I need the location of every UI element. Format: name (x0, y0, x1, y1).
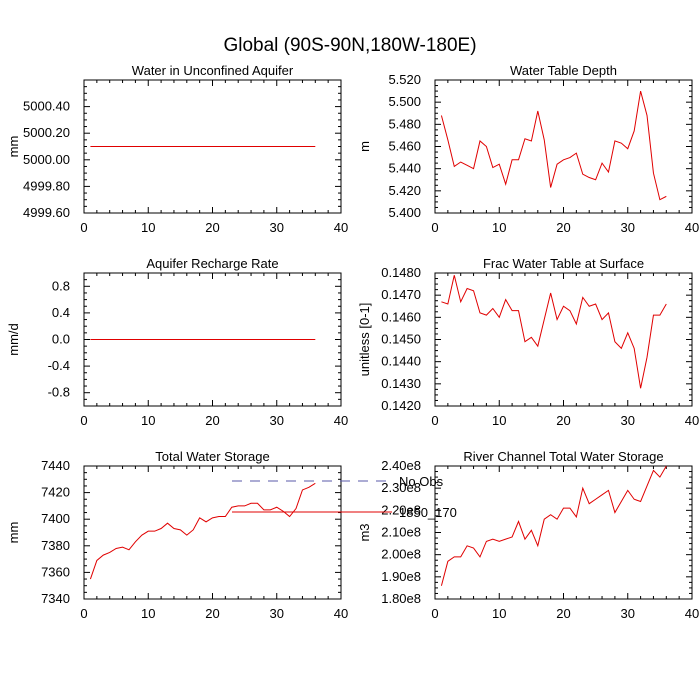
plot-frame (434, 79, 693, 214)
y-tick-label: 0.1440 (381, 354, 421, 369)
x-tick-label: 10 (492, 220, 506, 235)
y-tick-label: 7420 (41, 485, 70, 500)
y-tick-label: 5.400 (388, 205, 421, 220)
y-tick-label: 7380 (41, 538, 70, 553)
plot-frame (434, 272, 693, 407)
y-tick-label: 5000.20 (23, 125, 70, 140)
y-tick-label: 5.520 (388, 72, 421, 87)
y-tick-label: 0.1450 (381, 332, 421, 347)
y-axis-label: m (357, 141, 372, 152)
y-tick-label: 0.1480 (381, 265, 421, 280)
y-tick-label: 0.4 (52, 305, 70, 320)
panel-frac-water-table-at-surface: Frac Water Table at Surface unitless [0-1… (357, 256, 699, 428)
y-tick-label: 0.1460 (381, 309, 421, 324)
x-tick-label: 20 (205, 606, 219, 621)
panel-title: Aquifer Recharge Rate (146, 256, 278, 271)
y-tick-label: 7400 (41, 511, 70, 526)
x-tick-label: 0 (80, 606, 87, 621)
panel-title: Water in Unconfined Aquifer (132, 63, 294, 78)
x-tick-label: 0 (431, 220, 438, 235)
panel-title: Total Water Storage (155, 449, 269, 464)
x-tick-label: 30 (621, 413, 635, 428)
y-axis-label: mm/d (6, 323, 21, 356)
y-tick-label: 2.10e8 (381, 525, 421, 540)
x-tick-label: 20 (556, 413, 570, 428)
y-tick-label: 5000.00 (23, 152, 70, 167)
y-tick-label: 1.90e8 (381, 569, 421, 584)
panel-water-table-depth: Water Table Depth m 0 10 20 30 40 5.400 5.420 5.4… (357, 63, 699, 235)
legend-label-1850-170: 1850_170 (399, 505, 457, 520)
x-tick-label: 30 (621, 220, 635, 235)
y-tick-label: 0.8 (52, 278, 70, 293)
y-tick-label: 7340 (41, 591, 70, 606)
x-tick-label: 20 (556, 606, 570, 621)
x-tick-label: 30 (270, 606, 284, 621)
y-tick-label: 2.20e8 (381, 502, 421, 517)
x-tick-label: 10 (492, 413, 506, 428)
x-tick-label: 30 (621, 606, 635, 621)
x-tick-label: 10 (492, 606, 506, 621)
plot-frame (434, 465, 693, 600)
y-axis-label: mm (6, 522, 21, 544)
panel-aquifer-recharge-rate: Aquifer Recharge Rate mm/d 0 10 20 30 40 -0.8 -0… (6, 256, 348, 428)
y-tick-label: 0.1470 (381, 287, 421, 302)
x-tick-label: 40 (685, 220, 699, 235)
x-tick-label: 10 (141, 606, 155, 621)
y-tick-label: 5000.40 (23, 99, 70, 114)
y-tick-label: 1.80e8 (381, 591, 421, 606)
x-tick-label: 40 (685, 413, 699, 428)
panels: Water in Unconfined Aquifer mm 0 10 20 30 40 49… (6, 63, 699, 621)
y-axis-label: m3 (357, 523, 372, 541)
x-tick-label: 0 (431, 606, 438, 621)
y-tick-label: 2.30e8 (381, 480, 421, 495)
plot-frame (83, 465, 342, 600)
panel-title: Frac Water Table at Surface (483, 256, 644, 271)
y-tick-label: 0.0 (52, 332, 70, 347)
series-line (440, 90, 667, 201)
x-tick-label: 10 (141, 413, 155, 428)
x-tick-label: 20 (556, 220, 570, 235)
y-tick-label: 4999.80 (23, 178, 70, 193)
panel-total-water-storage: Total Water Storage mm 0 10 20 30 40 7340 7360 73… (6, 449, 348, 621)
x-tick-label: 20 (205, 220, 219, 235)
legend-label-no-obs: No Obs (399, 474, 444, 489)
series-line (89, 482, 316, 580)
y-tick-label: 5.420 (388, 183, 421, 198)
x-tick-label: 0 (431, 413, 438, 428)
y-tick-label: 0.1420 (381, 398, 421, 413)
panel-title: Water Table Depth (510, 63, 617, 78)
figure-title: Global (90S-90N,180W-180E) (223, 35, 476, 56)
y-axis-label: unitless [0-1] (357, 303, 372, 377)
y-tick-label: 5.480 (388, 116, 421, 131)
x-tick-label: 10 (141, 220, 155, 235)
panel-title: River Channel Total Water Storage (463, 449, 663, 464)
series-line (441, 275, 667, 389)
x-tick-label: 40 (685, 606, 699, 621)
y-tick-label: 5.440 (388, 161, 421, 176)
panel-water-in-unconfined-aquifer: Water in Unconfined Aquifer mm 0 10 20 30 40 49… (6, 63, 348, 235)
x-tick-label: 40 (334, 220, 348, 235)
y-tick-label: 7440 (41, 458, 70, 473)
x-tick-label: 0 (80, 413, 87, 428)
y-tick-label: 7360 (41, 564, 70, 579)
y-tick-label: 5.460 (388, 139, 421, 154)
series-line (440, 465, 667, 586)
y-tick-label: 4999.60 (23, 205, 70, 220)
y-tick-label: 5.500 (388, 94, 421, 109)
y-tick-label: 2.00e8 (381, 547, 421, 562)
x-tick-label: 30 (270, 220, 284, 235)
x-tick-label: 0 (80, 220, 87, 235)
y-tick-label: 0.1430 (381, 376, 421, 391)
x-tick-label: 40 (334, 413, 348, 428)
y-axis-label: mm (6, 136, 21, 158)
x-tick-label: 30 (270, 413, 284, 428)
legend: No Obs 1850_170 (232, 474, 457, 520)
panel-river-channel-total-water-storage: River Channel Total Water Storage m3 0 10 20… (357, 449, 699, 621)
x-tick-label: 40 (334, 606, 348, 621)
y-tick-label: -0.4 (48, 358, 70, 373)
y-tick-label: 2.40e8 (381, 458, 421, 473)
x-tick-label: 20 (205, 413, 219, 428)
y-tick-label: -0.8 (48, 385, 70, 400)
